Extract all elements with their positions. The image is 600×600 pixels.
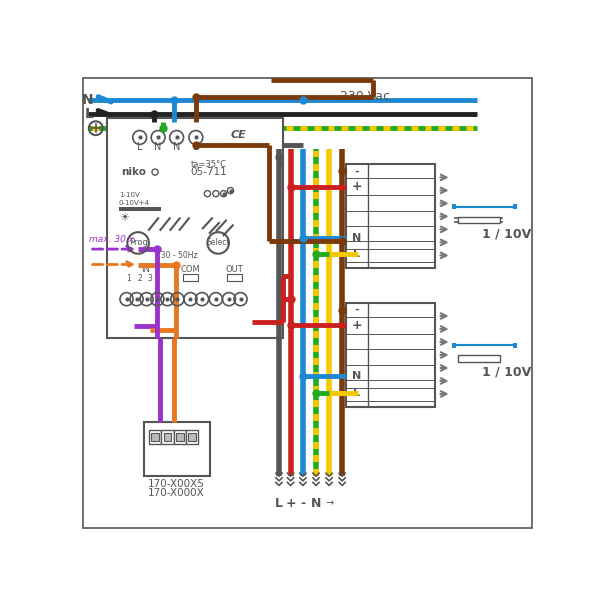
Bar [107, 118, 283, 338]
Text: +: + [352, 180, 362, 193]
Text: 2: 2 [137, 274, 142, 283]
Bar [346, 303, 434, 407]
Text: N: N [154, 142, 162, 152]
Text: +: + [285, 497, 296, 510]
Text: L: L [193, 142, 199, 152]
Bar [452, 343, 456, 347]
Text: 170-X000X: 170-X000X [148, 488, 205, 498]
Bar [151, 433, 159, 441]
Bar [452, 205, 456, 209]
Bar [161, 430, 173, 444]
Bar [458, 217, 500, 223]
Bar [183, 274, 198, 281]
Bar [346, 164, 434, 268]
Bar [173, 430, 186, 444]
Text: niko: niko [121, 167, 146, 177]
Text: Select: Select [206, 238, 230, 247]
Bar [458, 355, 500, 362]
Text: COM: COM [181, 265, 200, 274]
Text: N: N [352, 233, 361, 242]
Text: N: N [82, 94, 94, 107]
Bar [513, 205, 517, 209]
Text: N: N [352, 371, 361, 381]
Text: ta=35°C: ta=35°C [191, 160, 227, 169]
Text: max. 30 x: max. 30 x [89, 235, 134, 244]
Text: -: - [355, 305, 359, 315]
Text: 1: 1 [127, 274, 131, 283]
Bar [227, 274, 242, 281]
Text: 1 / 10V: 1 / 10V [482, 366, 531, 379]
Bar [164, 433, 171, 441]
Text: 1-10V: 1-10V [119, 192, 140, 198]
Text: ☀: ☀ [119, 213, 129, 223]
Text: 170-X00X5: 170-X00X5 [148, 479, 205, 489]
Text: L: L [137, 142, 142, 152]
Bar [513, 343, 517, 347]
Bar [149, 430, 161, 444]
Text: L: L [85, 107, 94, 121]
Bar [186, 430, 198, 444]
Text: +: + [352, 319, 362, 332]
Bar [176, 433, 184, 441]
Text: L: L [353, 388, 360, 398]
Text: Prog: Prog [128, 238, 148, 247]
Text: 1 / 10V: 1 / 10V [482, 227, 531, 240]
Text: -: - [301, 497, 305, 510]
Text: N: N [311, 497, 321, 510]
Text: IN: IN [142, 265, 150, 274]
Text: 3: 3 [147, 274, 152, 283]
Text: 230 - 50Hz: 230 - 50Hz [156, 251, 197, 260]
Text: 05-711: 05-711 [190, 167, 227, 177]
Text: →: → [326, 498, 334, 508]
Text: L: L [275, 497, 283, 510]
Text: -: - [355, 166, 359, 176]
Bar [188, 433, 196, 441]
Bar [119, 207, 161, 211]
Text: 0-10V+4: 0-10V+4 [119, 200, 150, 206]
Text: OUT: OUT [226, 265, 243, 274]
Text: CE: CE [230, 130, 246, 140]
Text: 230 Vac: 230 Vac [340, 90, 390, 103]
Text: L: L [353, 250, 360, 259]
Bar [144, 422, 210, 476]
Text: N: N [173, 142, 180, 152]
